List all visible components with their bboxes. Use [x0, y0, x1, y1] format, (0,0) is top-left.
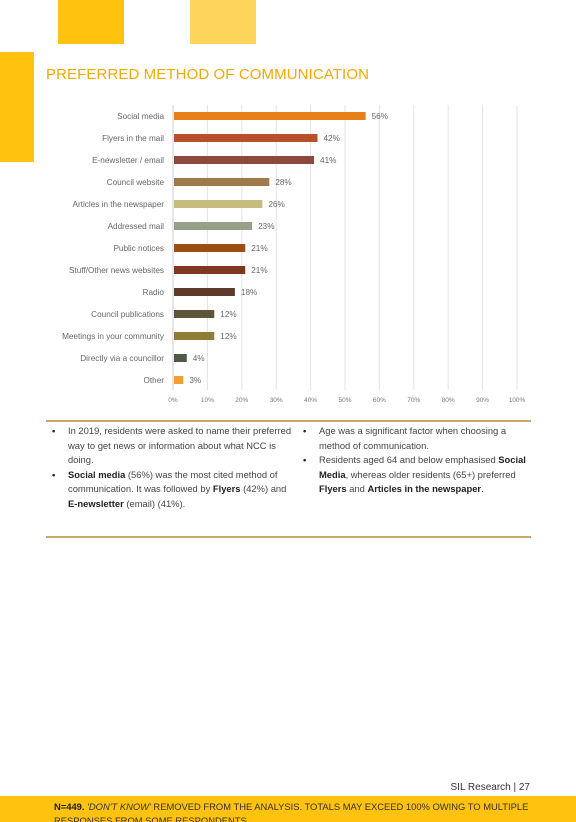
data-label: 28%: [275, 178, 291, 187]
category-label: Other: [144, 376, 165, 385]
data-label: 3%: [189, 376, 201, 385]
category-label: Stuff/Other news websites: [69, 266, 164, 275]
category-label: Flyers in the mail: [102, 134, 164, 143]
data-label: 21%: [251, 266, 267, 275]
bullet-text: Age was a significant factor when choosi…: [319, 425, 507, 451]
category-label: Meetings in your community: [62, 332, 165, 341]
page-title: PREFERRED METHOD OF COMMUNICATION: [46, 66, 370, 83]
x-tick-label: 80%: [442, 397, 455, 404]
bullets-left: • In 2019, residents were asked to name t…: [52, 424, 292, 511]
bullet-item: • Social media (56%) was the most cited m…: [52, 468, 292, 512]
page-number: SIL Research | 27: [450, 782, 531, 793]
data-label: 56%: [372, 112, 388, 121]
data-label: 21%: [251, 244, 267, 253]
category-label: Council publications: [91, 310, 164, 319]
bar: [174, 178, 270, 186]
bullet-text: , whereas older residents (65+) preferre…: [345, 468, 516, 480]
divider-top: [46, 420, 531, 422]
data-label: 18%: [241, 288, 257, 297]
bar: [174, 310, 215, 318]
bullet-text: Residents aged 64 and below emphasised: [319, 454, 499, 465]
bullet-text: (56%) was the most cited method of commu…: [68, 468, 278, 495]
bar: [174, 244, 246, 252]
decorative-block-top-right: [190, 0, 256, 44]
bar: [174, 332, 215, 340]
x-tick-label: 20%: [235, 397, 248, 404]
bullet-dot: •: [303, 454, 307, 465]
data-label: 23%: [258, 222, 274, 231]
divider-bottom: [46, 536, 531, 538]
bullet-item: • Age was a significant factor when choos…: [303, 424, 533, 453]
category-label: E-newsletter / email: [92, 156, 164, 165]
bullet-text: (42%) and: [240, 483, 287, 494]
footer-note-sample: N=449.: [54, 801, 85, 812]
bar: [174, 376, 184, 384]
x-tick-label: 100%: [509, 397, 526, 404]
bullets-right: • Age was a significant factor when choos…: [303, 424, 533, 497]
x-tick-label: 10%: [201, 397, 214, 404]
bullet-emphasis: Social media: [68, 468, 126, 480]
bullet-emphasis: Articles in the newspaper: [367, 483, 482, 494]
decorative-block-top-left: [58, 0, 124, 44]
x-tick-label: 90%: [476, 397, 489, 404]
bullet-emphasis: Flyers: [319, 483, 347, 494]
bar: [174, 222, 253, 230]
decorative-block-side: [0, 52, 34, 162]
bullet-item: • In 2019, residents were asked to name t…: [52, 424, 292, 468]
bullet-dot: •: [52, 468, 56, 480]
bullet-dot: •: [303, 425, 307, 436]
bullet-item: • Residents aged 64 and below emphasised …: [303, 453, 533, 497]
bullet-dot: •: [52, 425, 56, 436]
x-tick-label: 70%: [407, 397, 420, 404]
category-label: Articles in the newspaper: [73, 200, 165, 209]
category-label: Directly via a councillor: [80, 354, 164, 363]
footer-note-text: REMOVED FROM THE ANALYSIS. TOTALS MAY EX…: [54, 801, 529, 822]
bullet-text: and: [346, 483, 368, 494]
category-label: Public notices: [113, 244, 164, 253]
bar: [174, 354, 187, 362]
footer-note: N=449. 'DON'T KNOW' REMOVED FROM THE ANA…: [54, 800, 534, 822]
category-label: Social media: [117, 112, 164, 121]
bullet-emphasis: Social Media: [319, 454, 526, 480]
x-tick-label: 30%: [270, 397, 283, 404]
category-label: Council website: [107, 178, 165, 187]
category-label: Radio: [143, 288, 165, 297]
bar: [174, 266, 246, 274]
bullet-text: In 2019, residents were asked to name th…: [68, 425, 292, 465]
category-label: Addressed mail: [108, 222, 165, 231]
bar: [174, 200, 263, 208]
data-label: 12%: [220, 332, 236, 341]
x-tick-label: 50%: [338, 397, 351, 404]
bar: [174, 112, 366, 120]
bar: [174, 134, 318, 142]
x-tick-label: 40%: [304, 397, 317, 404]
data-label: 26%: [268, 200, 284, 209]
data-label: 41%: [320, 156, 336, 165]
bar: [174, 156, 315, 164]
data-label: 12%: [220, 310, 236, 319]
bullet-emphasis: E-newsletter: [68, 497, 124, 509]
footer-band: N=449. 'DON'T KNOW' REMOVED FROM THE ANA…: [0, 796, 576, 822]
data-label: 42%: [323, 134, 339, 143]
bullet-text: .: [481, 483, 484, 494]
footer-note-dont-know: 'DON'T KNOW': [87, 801, 151, 812]
data-label: 4%: [193, 354, 205, 363]
bullet-text: (email) (41%).: [123, 497, 186, 509]
bar: [174, 288, 235, 296]
x-tick-label: 0%: [168, 397, 178, 404]
x-tick-label: 60%: [373, 397, 386, 404]
bullet-emphasis: Flyers: [212, 483, 241, 494]
bar-chart: 0% 10% 20% 30% 40% 50% 60% 70% 80% 90% 100% Social …: [62, 105, 526, 404]
